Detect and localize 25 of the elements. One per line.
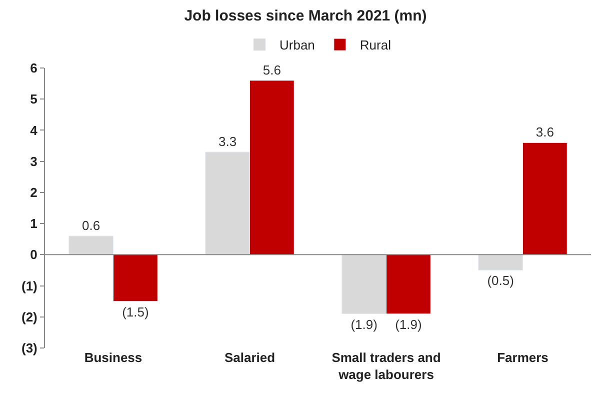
data-label: 3.6: [536, 124, 554, 140]
data-label: (1.9): [350, 316, 378, 332]
x-tick-label: Business: [84, 350, 142, 365]
y-tick-label: 6: [30, 60, 38, 76]
data-label: 3.3: [218, 134, 237, 149]
x-tick-label: Salaried: [224, 350, 276, 365]
y-tick-label: 5: [30, 92, 38, 107]
y-tick-label: 0: [30, 247, 38, 262]
legend-label: Urban: [280, 38, 315, 53]
x-tick-label: Small traders and wage labourers: [332, 350, 441, 382]
data-label: (1.5): [122, 304, 149, 320]
y-tick-label: 4: [30, 122, 38, 138]
legend-label: Rural: [360, 38, 392, 53]
data-label: 5.6: [262, 62, 281, 78]
y-tick-label: 3: [30, 154, 38, 169]
y-tick-label: 2: [30, 184, 38, 200]
x-tick-label: Farmers: [497, 350, 548, 365]
chart-title: Job losses since March 2021 (mn): [184, 8, 427, 25]
data-label: (0.5): [487, 273, 514, 288]
data-label: (1.9): [395, 316, 422, 332]
y-tick-label: 1: [30, 216, 38, 232]
y-tick-label: (2): [22, 309, 38, 324]
y-tick-label: (1): [22, 278, 38, 294]
data-label: 0.6: [82, 218, 100, 233]
y-tick-label: (3): [22, 340, 38, 356]
